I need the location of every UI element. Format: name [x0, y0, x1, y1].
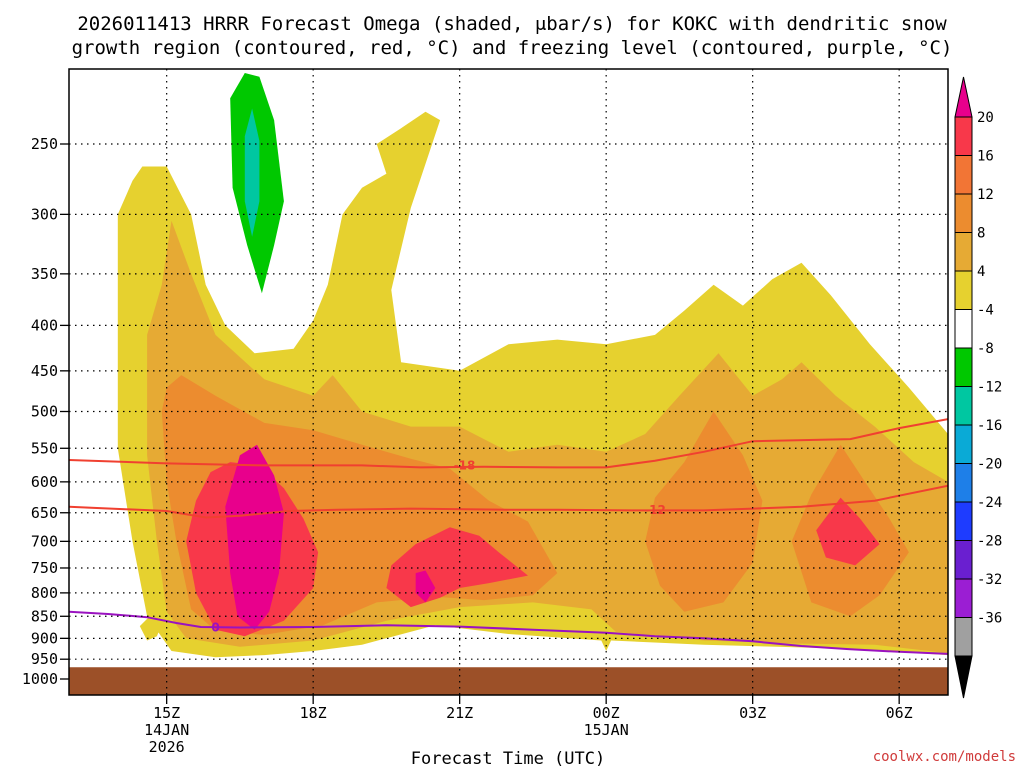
- y-tick-label-4: 450: [31, 362, 58, 380]
- contour-line-0: [69, 418, 948, 469]
- omega-region-10: [415, 570, 436, 603]
- plot-area: -18 -12 0: [69, 73, 948, 695]
- colorbar-swatch-7: [954, 386, 973, 426]
- x-tick-label-0-2: 2026: [149, 738, 185, 756]
- y-tick-label-5: 500: [31, 403, 58, 421]
- colorbar-label-13: -36: [977, 611, 1002, 627]
- y-tick-label-7: 600: [31, 473, 58, 491]
- colorbar-swatch-1: [954, 155, 973, 195]
- y-tick-label-10: 750: [31, 559, 58, 577]
- x-tick-label-0-0: 15Z: [153, 704, 180, 722]
- y-tick-label-2: 350: [31, 265, 58, 283]
- y-tick-label-1: 300: [31, 205, 58, 223]
- plot-clip-group: -18 -12 0: [69, 73, 948, 695]
- colorbar-label-12: -32: [977, 572, 1002, 588]
- contour-label-1: -12: [644, 503, 666, 517]
- colorbar-swatch-12: [954, 578, 973, 618]
- colorbar-label-11: -28: [977, 534, 1002, 550]
- grid-lines: [69, 69, 948, 695]
- chart-title-line-1: 2026011413 HRRR Forecast Omega (shaded, …: [77, 13, 947, 35]
- colorbar: 20 16 12 8 4 -4 -8 -12 -16 -20 -24 -28 -32 -36: [954, 76, 1002, 699]
- omega-region-12: [244, 108, 260, 237]
- y-tick-label-11: 800: [31, 584, 58, 602]
- plot-frame: [68, 68, 949, 696]
- colorbar-bottom-arrow: [954, 655, 973, 699]
- colorbar-label-3: 8: [977, 226, 985, 242]
- x-tick-label-3-1: 15JAN: [584, 721, 629, 739]
- colorbar-label-1: 16: [977, 149, 994, 165]
- pressure-axis: 250 300 350 400 450 500 550 600 650 700 750 800 850 9…: [22, 135, 69, 688]
- y-tick-label-9: 700: [31, 532, 58, 550]
- colorbar-label-6: -8: [977, 341, 994, 357]
- x-tick-label-3-0: 00Z: [593, 704, 620, 722]
- contour-line-1: [69, 484, 948, 519]
- colorbar-label-4: 4: [977, 264, 985, 280]
- colorbar-label-7: -12: [977, 380, 1002, 396]
- x-tick-label-0-1: 14JAN: [144, 721, 189, 739]
- x-tick-label-4-0: 03Z: [739, 704, 766, 722]
- y-tick-label-0: 250: [31, 135, 58, 153]
- x-tick-label-5-0: 06Z: [886, 704, 913, 722]
- colorbar-swatch-3: [954, 232, 973, 272]
- y-tick-label-8: 650: [31, 504, 58, 522]
- colorbar-swatch-11: [954, 540, 973, 580]
- contour-label-0: -18: [454, 458, 476, 472]
- colorbar-top-arrow: [954, 76, 973, 118]
- x-axis-label: Forecast Time (UTC): [411, 749, 605, 768]
- colorbar-label-9: -20: [977, 457, 1002, 473]
- colorbar-swatch-0: [954, 116, 973, 156]
- y-tick-label-13: 900: [31, 629, 58, 647]
- colorbar-swatch-10: [954, 501, 973, 541]
- x-tick-label-2-0: 21Z: [446, 704, 473, 722]
- omega-region-9: [225, 444, 284, 630]
- omega-region-1: [139, 614, 162, 641]
- y-tick-label-12: 850: [31, 607, 58, 625]
- colorbar-swatch-2: [954, 193, 973, 233]
- colorbar-label-0: 20: [977, 110, 994, 126]
- colorbar-swatch-4: [954, 270, 973, 310]
- colorbar-swatch-8: [954, 424, 973, 464]
- colorbar-label-2: 12: [977, 187, 994, 203]
- ground-fill: [69, 667, 948, 695]
- x-tick-label-1-0: 18Z: [300, 704, 327, 722]
- colorbar-label-8: -16: [977, 418, 1002, 434]
- colorbar-swatch-6: [954, 347, 973, 387]
- y-tick-label-3: 400: [31, 316, 58, 334]
- omega-region-4: [645, 411, 763, 612]
- y-tick-label-14: 950: [31, 650, 58, 668]
- chart-title-line-2: growth region (contoured, red, °C) and f…: [72, 37, 953, 59]
- colorbar-swatch-5: [954, 309, 973, 349]
- y-tick-label-15: 1000: [22, 670, 58, 688]
- colorbar-swatch-9: [954, 463, 973, 503]
- colorbar-swatch-13: [954, 617, 973, 657]
- contour-line-2: [69, 610, 948, 655]
- y-tick-label-6: 550: [31, 439, 58, 457]
- omega-region-8: [816, 497, 880, 566]
- colorbar-label-10: -24: [977, 495, 1002, 511]
- source-credit: coolwx.com/models: [873, 749, 1016, 765]
- contour-label-2: 0: [211, 620, 219, 634]
- colorbar-label-5: -4: [977, 303, 994, 319]
